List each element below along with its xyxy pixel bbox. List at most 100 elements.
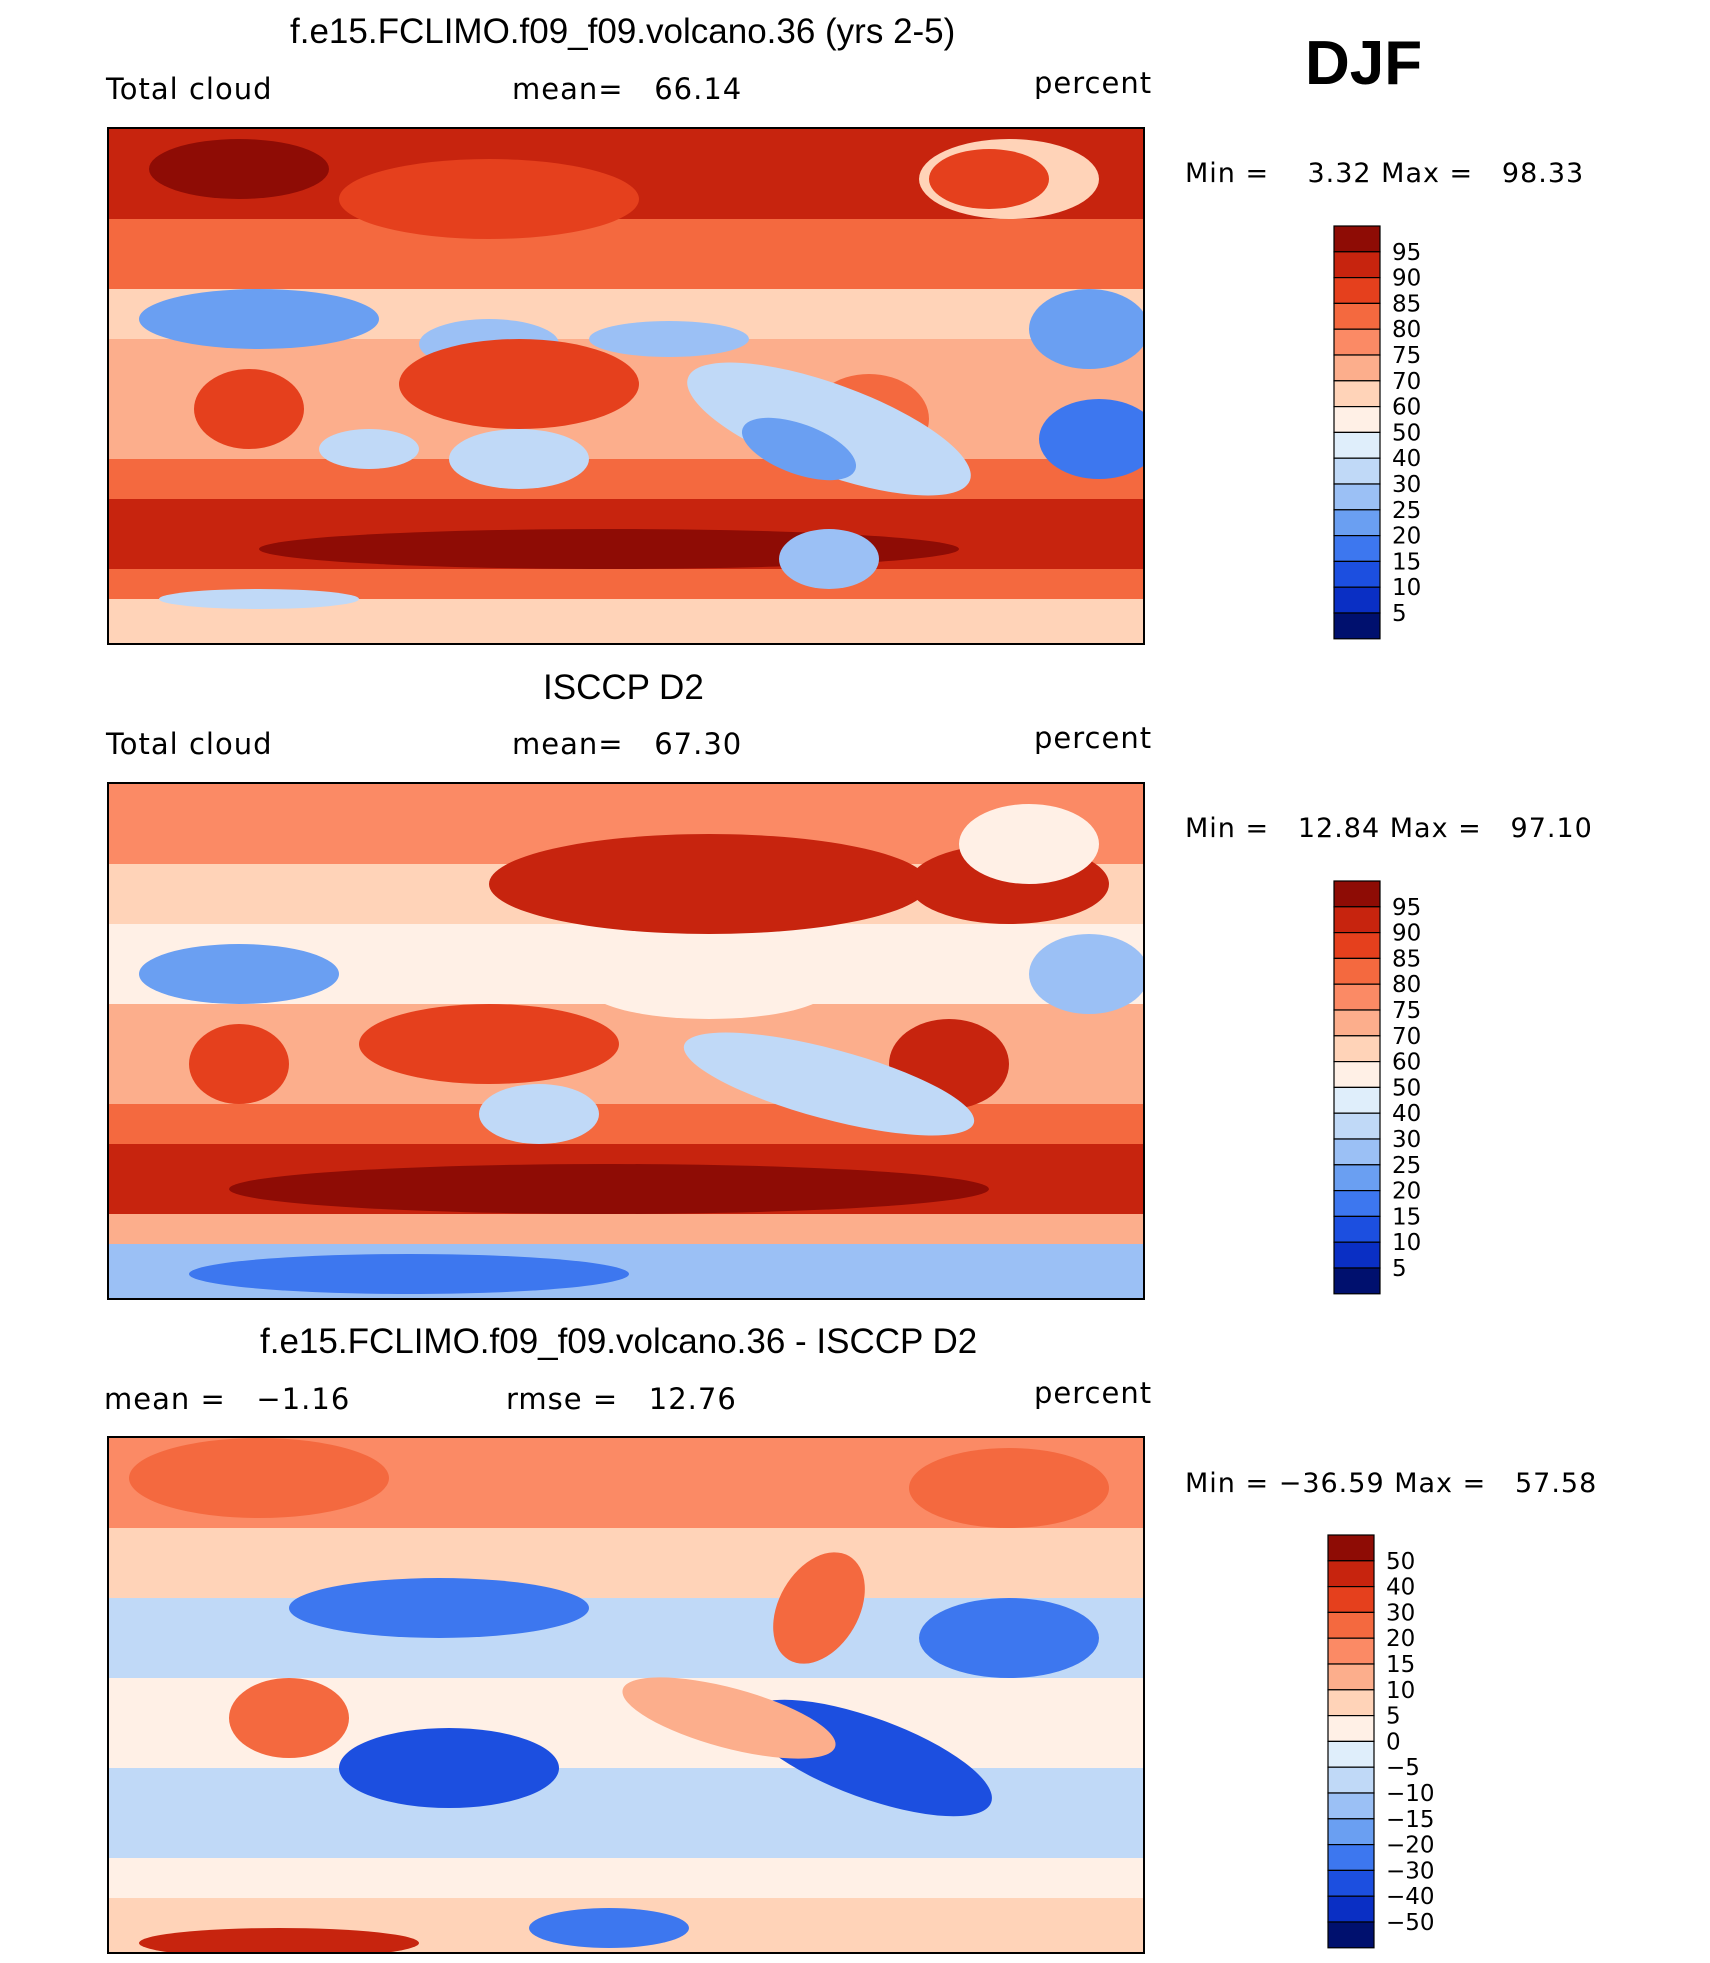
field-patch [683,1032,975,1136]
colorbar-tick-label: 5 [1386,1704,1401,1730]
field-patch [139,944,339,1004]
panel-1-map [107,127,1145,645]
field-patch [1029,934,1143,1014]
field-band [109,1768,1143,1858]
colorbar-box [1327,1534,1375,1562]
colorbar-tick-label: 95 [1392,895,1421,921]
colorbar-box [1333,1138,1381,1166]
colorbar-box [1333,225,1381,253]
colorbar-box [1327,1869,1375,1897]
field-patch [319,429,419,469]
colorbar-tick-label: 90 [1392,266,1421,292]
colorbar-box [1333,1061,1381,1089]
panel-3-fill [109,1438,1143,1952]
colorbar-tick-label: −5 [1386,1755,1420,1781]
field-patch [959,804,1099,884]
field-patch [139,289,379,349]
panel-1-mean-label: mean= 66.14 [512,72,743,106]
panel-1-map-svg [109,129,1143,643]
field-patch [339,1728,559,1808]
colorbar-tick-label: 20 [1392,524,1421,550]
colorbar-box [1327,1637,1375,1665]
colorbar-box [1333,586,1381,614]
colorbar-box [1327,1818,1375,1846]
season-label: DJF [1305,29,1423,98]
colorbar-box [1333,431,1381,459]
colorbar-box [1333,1241,1381,1269]
colorbar-tick-label: 25 [1392,498,1421,524]
colorbar-box [1333,354,1381,382]
colorbar-box [1327,1740,1375,1768]
colorbar-box [1327,1844,1375,1872]
colorbar-tick-label: 15 [1392,549,1421,575]
panel-2-colorbar: 95 90 85 80 75 70 60 50 40 30 25 20 15 10 5 [1333,880,1494,1302]
colorbar-tick-label: 50 [1392,1075,1421,1101]
colorbar-box [1327,1560,1375,1588]
colorbar-tick-label: 80 [1392,317,1421,343]
colorbar-tick-label: 10 [1386,1678,1415,1704]
colorbar-tick-label: 85 [1392,291,1421,317]
colorbar-box [1333,1086,1381,1114]
colorbar-tick-label: 10 [1392,575,1421,601]
colorbar-tick-label: 0 [1386,1729,1401,1755]
panel-1-fill [109,129,1143,643]
colorbar-tick-label: 60 [1392,1050,1421,1076]
field-patch [479,1084,599,1144]
field-patch [589,959,829,1019]
field-patch [779,529,879,589]
colorbar-box [1327,1663,1375,1691]
field-patch [929,149,1049,209]
colorbar-tick-label: 50 [1392,420,1421,446]
colorbar-tick-label: 40 [1392,1101,1421,1127]
colorbar-tick-label: −50 [1386,1910,1435,1936]
field-patch [687,362,971,496]
colorbar-tick-label: 60 [1392,395,1421,421]
field-patch [909,1448,1109,1528]
colorbar-box [1333,1267,1381,1295]
field-patch [1029,289,1143,369]
field-patch [229,1678,349,1758]
colorbar-tick-label: 30 [1392,472,1421,498]
field-patch [159,589,359,609]
colorbar-tick-label: 5 [1392,1256,1407,1282]
panel-1-units-label: percent [1034,66,1153,100]
field-patch [529,1908,689,1948]
colorbar-box [1327,1715,1375,1743]
field-patch [189,1024,289,1104]
colorbar-tick-label: 90 [1392,921,1421,947]
panel-3-title: f.e15.FCLIMO.f09_f09.volcano.36 - ISCCP … [260,1322,978,1361]
colorbar-tick-label: 5 [1392,601,1407,627]
colorbar-tick-label: −40 [1386,1884,1435,1910]
colorbar-tick-label: 70 [1392,1024,1421,1050]
panel-2-variable-label: Total cloud [106,727,273,761]
colorbar-tick-label: 75 [1392,998,1421,1024]
colorbar-box [1327,1895,1375,1923]
field-patch [1039,399,1143,479]
colorbar-box [1333,1112,1381,1140]
panel-2-minmax: Min = 12.84 Max = 97.10 [1185,813,1593,844]
colorbar-box [1333,302,1381,330]
colorbar-box [1333,328,1381,356]
panel-1-title: f.e15.FCLIMO.f09_f09.volcano.36 (yrs 2-5… [290,12,956,51]
colorbar-tick-label: 40 [1392,446,1421,472]
colorbar-tick-label: 15 [1386,1652,1415,1678]
colorbar-tick-label: 25 [1392,1153,1421,1179]
field-patch [589,321,749,357]
field-patch [149,139,329,199]
colorbar-box [1327,1611,1375,1639]
field-band [109,1528,1143,1598]
panel-2-mean-label: mean= 67.30 [512,727,743,761]
colorbar-box [1333,560,1381,588]
panel-1-variable-label: Total cloud [106,72,273,106]
colorbar-tick-label: 85 [1392,946,1421,972]
colorbar-box [1327,1585,1375,1613]
panel-3-rmse-label: rmse = 12.76 [506,1382,737,1416]
field-band [109,1104,1143,1144]
colorbar-tick-label: −10 [1386,1781,1435,1807]
colorbar-box [1333,906,1381,934]
colorbar-box [1333,612,1381,640]
panel-1-minmax: Min = 3.32 Max = 98.33 [1185,158,1585,189]
